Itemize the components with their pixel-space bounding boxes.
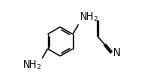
Text: NH$_2$: NH$_2$ — [79, 10, 99, 24]
Text: NH$_2$: NH$_2$ — [22, 59, 42, 72]
Text: N: N — [113, 48, 120, 58]
